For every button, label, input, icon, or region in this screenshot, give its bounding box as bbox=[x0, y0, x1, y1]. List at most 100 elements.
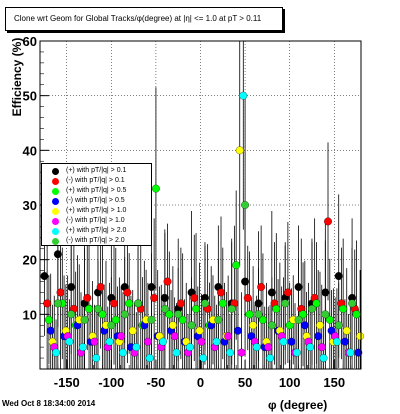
data-point bbox=[257, 283, 266, 291]
x-tick-labels: -150 -100 -50 0 50 100 150 bbox=[54, 375, 345, 390]
data-point bbox=[342, 326, 351, 335]
data-point bbox=[134, 299, 143, 308]
data-point bbox=[197, 337, 206, 346]
data-point bbox=[187, 321, 196, 330]
y-tick-label: 60 bbox=[23, 34, 37, 49]
legend-entry: (-) with pT/|q| > 1.0 bbox=[42, 216, 152, 226]
y-tick-label: 30 bbox=[23, 198, 37, 213]
data-point bbox=[254, 299, 263, 308]
data-point bbox=[252, 343, 261, 352]
data-point bbox=[283, 288, 292, 297]
data-points bbox=[40, 91, 365, 363]
legend-marker-icon bbox=[52, 238, 59, 245]
legend-label: (-) with pT/|q| > 1.0 bbox=[66, 217, 125, 224]
data-point bbox=[159, 337, 167, 346]
data-point bbox=[279, 337, 288, 346]
data-point bbox=[117, 332, 126, 341]
data-point bbox=[170, 332, 179, 341]
data-point bbox=[264, 343, 273, 352]
data-point bbox=[272, 304, 281, 313]
data-point bbox=[346, 348, 355, 357]
data-point bbox=[287, 337, 296, 346]
data-point bbox=[199, 354, 208, 363]
legend-label: (-) with pT/|q| > 0.1 bbox=[66, 177, 125, 184]
legend-entry: (-) with pT/|q| > 2.0 bbox=[42, 236, 152, 246]
data-point bbox=[98, 310, 107, 319]
data-point bbox=[235, 146, 244, 155]
data-point bbox=[294, 283, 303, 291]
data-point bbox=[321, 288, 330, 297]
legend-marker-icon bbox=[52, 168, 59, 175]
data-point bbox=[237, 348, 246, 357]
x-tick-label: -50 bbox=[147, 375, 166, 390]
data-point bbox=[174, 310, 183, 319]
data-point bbox=[145, 354, 154, 363]
x-tick-label: -100 bbox=[98, 375, 124, 390]
legend-entry: (+) with pT/|q| > 0.1 bbox=[42, 166, 152, 176]
data-point bbox=[224, 332, 233, 341]
data-point bbox=[160, 293, 169, 302]
data-point bbox=[325, 315, 334, 324]
data-point bbox=[292, 348, 301, 357]
data-point bbox=[324, 217, 332, 226]
legend-marker-icon bbox=[52, 188, 59, 195]
data-point bbox=[107, 321, 116, 330]
data-point bbox=[96, 283, 105, 291]
data-point bbox=[44, 315, 53, 324]
data-point bbox=[356, 332, 365, 341]
y-tick-labels: 10 20 30 40 50 60 bbox=[23, 34, 37, 322]
y-tick-label: 50 bbox=[23, 89, 37, 104]
x-axis-title: φ (degree) bbox=[268, 398, 328, 412]
y-tick-label: 10 bbox=[23, 307, 37, 322]
legend-entry: (-) with pT/|q| > 0.5 bbox=[42, 196, 152, 206]
data-point bbox=[254, 310, 263, 319]
data-point bbox=[176, 299, 185, 308]
data-point bbox=[46, 326, 55, 335]
y-axis-title: Efficiency (%) bbox=[10, 37, 24, 117]
data-point bbox=[339, 304, 348, 313]
data-point bbox=[123, 288, 132, 297]
data-point bbox=[92, 354, 101, 363]
data-point bbox=[243, 293, 252, 302]
data-point bbox=[150, 293, 159, 302]
data-point bbox=[128, 326, 137, 335]
legend-label: (-) with pT/|q| > 2.0 bbox=[66, 237, 125, 244]
data-point bbox=[147, 283, 156, 291]
data-point bbox=[352, 310, 361, 319]
data-point bbox=[172, 348, 181, 357]
data-point bbox=[168, 321, 177, 330]
data-point bbox=[321, 310, 330, 319]
data-point bbox=[316, 321, 324, 330]
chart-title: Clone wrt Geom for Global Tracks/φ(degre… bbox=[14, 14, 262, 23]
data-point bbox=[299, 310, 307, 319]
data-point bbox=[110, 299, 118, 308]
data-point bbox=[212, 337, 221, 346]
data-point bbox=[294, 315, 303, 324]
data-point bbox=[52, 348, 60, 357]
legend-label: (-) with pT/|q| > 0.5 bbox=[66, 197, 125, 204]
legend-marker-icon bbox=[52, 198, 59, 205]
data-point bbox=[85, 304, 93, 313]
legend-entry: (+) with pT/|q| > 0.5 bbox=[42, 186, 152, 196]
data-point bbox=[306, 343, 315, 352]
legend-marker-icon bbox=[52, 178, 59, 185]
data-point bbox=[94, 304, 102, 313]
x-tick-label: 50 bbox=[238, 375, 252, 390]
data-point bbox=[56, 288, 65, 297]
data-point bbox=[308, 304, 316, 313]
data-point bbox=[111, 315, 120, 324]
data-point bbox=[281, 299, 290, 308]
data-point bbox=[225, 348, 234, 357]
data-point bbox=[319, 354, 328, 363]
legend-label: (+) with pT/|q| > 0.5 bbox=[66, 187, 127, 194]
data-point bbox=[165, 310, 174, 319]
data-point bbox=[258, 315, 267, 324]
data-point bbox=[300, 321, 309, 330]
data-point bbox=[178, 315, 187, 324]
data-point bbox=[249, 321, 258, 330]
data-point bbox=[67, 283, 76, 291]
data-point bbox=[163, 277, 172, 286]
data-point bbox=[120, 310, 129, 319]
x-tick-label: 100 bbox=[279, 375, 301, 390]
